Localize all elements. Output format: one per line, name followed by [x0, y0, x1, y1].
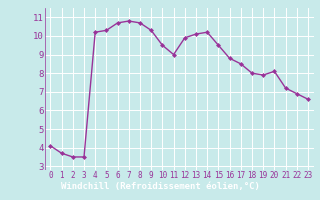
Text: Windchill (Refroidissement éolien,°C): Windchill (Refroidissement éolien,°C)	[60, 182, 260, 192]
